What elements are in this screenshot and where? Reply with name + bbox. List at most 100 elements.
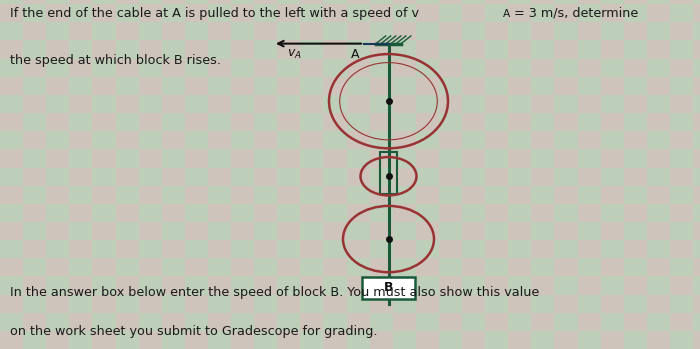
Bar — [162, 240, 185, 258]
Bar — [439, 331, 462, 349]
Bar — [46, 77, 69, 95]
Bar — [346, 59, 370, 77]
Bar — [462, 295, 485, 313]
Bar — [439, 168, 462, 186]
Bar — [346, 258, 370, 276]
Bar — [531, 168, 554, 186]
Bar — [370, 276, 393, 295]
Bar — [485, 4, 508, 22]
Bar — [92, 77, 116, 95]
Bar — [208, 4, 231, 22]
Bar — [185, 131, 208, 149]
Bar — [531, 258, 554, 276]
Bar — [462, 4, 485, 22]
Bar — [92, 131, 116, 149]
Bar — [231, 95, 254, 113]
Bar — [370, 313, 393, 331]
Bar — [647, 222, 670, 240]
Bar — [208, 331, 231, 349]
Bar — [0, 204, 23, 222]
Bar — [254, 131, 277, 149]
Bar — [670, 4, 693, 22]
Bar — [531, 149, 554, 168]
Bar — [508, 113, 531, 131]
Bar — [462, 131, 485, 149]
Bar — [485, 113, 508, 131]
Bar — [323, 4, 346, 22]
Bar — [554, 4, 577, 22]
Bar — [323, 331, 346, 349]
Bar — [554, 258, 577, 276]
Bar — [693, 258, 700, 276]
Bar — [46, 59, 69, 77]
Bar — [370, 186, 393, 204]
Bar — [485, 258, 508, 276]
Bar — [23, 295, 46, 313]
Bar — [578, 22, 601, 40]
Bar — [300, 149, 323, 168]
Bar — [485, 204, 508, 222]
Bar — [578, 168, 601, 186]
Bar — [300, 258, 323, 276]
Bar — [508, 149, 531, 168]
Bar — [346, 240, 370, 258]
Bar — [323, 168, 346, 186]
Bar — [647, 331, 670, 349]
Bar — [162, 77, 185, 95]
Bar — [162, 222, 185, 240]
Bar — [139, 186, 162, 204]
Bar — [162, 4, 185, 22]
Bar — [23, 113, 46, 131]
Bar — [92, 258, 116, 276]
Bar — [162, 59, 185, 77]
Bar — [624, 331, 647, 349]
Bar — [370, 0, 393, 4]
Bar — [162, 168, 185, 186]
Bar — [92, 204, 116, 222]
Bar — [393, 149, 416, 168]
Bar — [393, 331, 416, 349]
Bar — [601, 40, 624, 59]
Bar — [670, 0, 693, 4]
Bar — [323, 59, 346, 77]
Text: B: B — [384, 281, 393, 295]
Bar — [601, 59, 624, 77]
Bar — [439, 186, 462, 204]
Bar — [254, 40, 277, 59]
Bar — [647, 258, 670, 276]
Bar — [23, 276, 46, 295]
Bar — [0, 149, 23, 168]
Bar — [231, 149, 254, 168]
Bar — [508, 222, 531, 240]
Bar — [439, 95, 462, 113]
Bar — [393, 204, 416, 222]
Bar — [693, 22, 700, 40]
Bar — [370, 240, 393, 258]
Bar — [69, 77, 92, 95]
Bar — [531, 77, 554, 95]
Bar — [462, 149, 485, 168]
Bar — [485, 40, 508, 59]
Bar — [531, 0, 554, 4]
Bar — [346, 186, 370, 204]
Bar — [300, 40, 323, 59]
Bar — [208, 59, 231, 77]
Bar — [92, 168, 116, 186]
Bar — [185, 4, 208, 22]
Bar — [116, 95, 139, 113]
Bar — [670, 186, 693, 204]
Bar — [254, 22, 277, 40]
Bar — [254, 276, 277, 295]
Bar — [393, 77, 416, 95]
Bar — [254, 313, 277, 331]
Bar — [92, 313, 116, 331]
Bar — [624, 95, 647, 113]
Bar — [92, 149, 116, 168]
Bar — [462, 186, 485, 204]
Bar — [162, 113, 185, 131]
Bar — [393, 113, 416, 131]
Bar — [439, 59, 462, 77]
Bar — [554, 295, 577, 313]
Bar — [462, 59, 485, 77]
Bar — [416, 222, 439, 240]
